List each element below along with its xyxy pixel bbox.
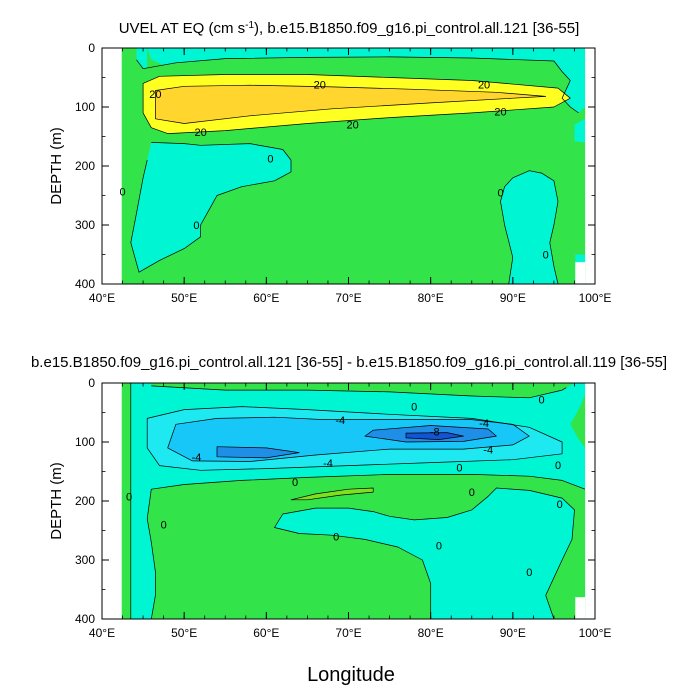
contour-label: 0	[456, 462, 462, 474]
contour-label: 20	[346, 120, 358, 132]
contour-line	[146, 474, 586, 619]
x-tick-label: 90°E	[500, 626, 526, 640]
y-tick-label: 200	[75, 159, 95, 173]
x-axis-label: Longitude	[307, 664, 395, 686]
contour-label: -4	[323, 458, 333, 470]
contour-fill-region	[500, 170, 558, 284]
x-tick-label: 60°E	[253, 626, 279, 640]
y-tick-label: 0	[88, 376, 95, 390]
contour-label: -4	[479, 418, 489, 430]
title-part: -1	[245, 20, 254, 31]
contour-fill-region	[217, 446, 300, 458]
y-tick-label: 0	[88, 41, 95, 55]
contour-label: -4	[483, 445, 493, 457]
y-tick-label: 100	[75, 100, 95, 114]
land-mask	[575, 262, 586, 284]
contour-line	[146, 406, 563, 471]
title-part: b.e15.B1850.f09_g16.pi_control.all.121 […	[31, 354, 667, 371]
contour-line	[136, 56, 579, 114]
contour-label: 0	[555, 460, 561, 472]
x-tick-label: 80°E	[418, 291, 444, 305]
y-tick-label: 400	[75, 612, 95, 626]
contour-label: 0	[267, 153, 273, 165]
x-tick-label: 50°E	[171, 626, 197, 640]
y-tick-label: 300	[75, 218, 95, 232]
contour-line	[167, 416, 530, 462]
contour-line	[405, 432, 464, 440]
contour-fill-region	[274, 488, 575, 619]
y-axis-label: DEPTH (m)	[48, 462, 65, 540]
contour-label: 20	[478, 80, 490, 92]
y-tick-label: 300	[75, 553, 95, 567]
x-tick-label: 60°E	[253, 291, 279, 305]
contour-label: 0	[469, 487, 475, 499]
contour-label: 0	[539, 395, 545, 407]
contour-label: 0	[193, 220, 199, 232]
x-tick-label: 70°E	[335, 291, 361, 305]
panel-title: b.e15.B1850.f09_g16.pi_control.all.121 […	[31, 354, 667, 371]
contour-line	[216, 446, 300, 459]
y-tick-label: 100	[75, 435, 95, 449]
contour-label: -8	[430, 426, 440, 438]
x-tick-label: 100°E	[579, 626, 612, 640]
contour-line	[155, 84, 547, 124]
contour-label: 0	[557, 499, 563, 511]
panel-title: UVEL AT EQ (cm s-1), b.e15.B1850.f09_g16…	[119, 20, 580, 38]
contour-label: 0	[436, 540, 442, 552]
contour-label: 0	[126, 491, 132, 503]
contour-line	[500, 170, 559, 284]
contour-label: 0	[411, 402, 417, 414]
contour-panel-2: 0 -4 -4 -8 -4 -4 -4 0 0 0 0 0 0 0 0 0 0 0 40°E 50°E 60°E 70°E…	[31, 354, 667, 640]
contour-fill-region	[155, 85, 546, 124]
y-axis-label: DEPTH (m)	[48, 127, 65, 205]
contour-label: -4	[192, 452, 202, 464]
contour-label: 20	[149, 89, 161, 101]
plot-area: 0 -4 -4 -8 -4 -4 -4 0 0 0 0 0 0 0 0 0 0 0	[102, 383, 595, 619]
contour-fill-region	[291, 488, 374, 500]
y-tick-label: 200	[75, 494, 95, 508]
contour-line	[290, 487, 374, 501]
contour-fill-region	[574, 118, 586, 143]
contour-label: 0	[119, 186, 125, 198]
contour-label: 20	[314, 80, 326, 92]
contour-label: 0	[543, 250, 549, 262]
contour-label: 0	[526, 567, 532, 579]
contour-label: 20	[494, 107, 506, 119]
contour-line	[142, 74, 571, 134]
contour-label: 0	[497, 188, 503, 200]
contour-fill-region	[130, 142, 291, 273]
title-part: ), b.e15.B1850.f09_g16.pi_control.all.12…	[254, 20, 579, 37]
x-tick-label: 80°E	[418, 626, 444, 640]
contour-line	[274, 487, 575, 619]
contour-line	[130, 142, 292, 273]
x-tick-label: 100°E	[579, 291, 612, 305]
contour-fill-region	[151, 383, 575, 398]
x-tick-label: 40°E	[89, 291, 115, 305]
contour-line	[364, 425, 497, 443]
contour-label: 0	[161, 520, 167, 532]
land-mask	[575, 597, 586, 619]
contour-label: -4	[335, 415, 345, 427]
x-tick-label: 50°E	[171, 291, 197, 305]
x-tick-label: 40°E	[89, 626, 115, 640]
x-tick-label: 70°E	[335, 626, 361, 640]
contour-label: 0	[333, 531, 339, 543]
plot-area: 20 20 20 20 20 20 0 0 0 0 0	[102, 48, 595, 284]
contour-line	[151, 385, 567, 399]
contour-label: 20	[194, 127, 206, 139]
contour-fill-region	[136, 48, 586, 113]
x-tick-label: 90°E	[500, 291, 526, 305]
contour-label: 0	[292, 477, 298, 489]
title-part: UVEL AT EQ (cm s	[119, 20, 245, 37]
y-tick-label: 400	[75, 277, 95, 291]
